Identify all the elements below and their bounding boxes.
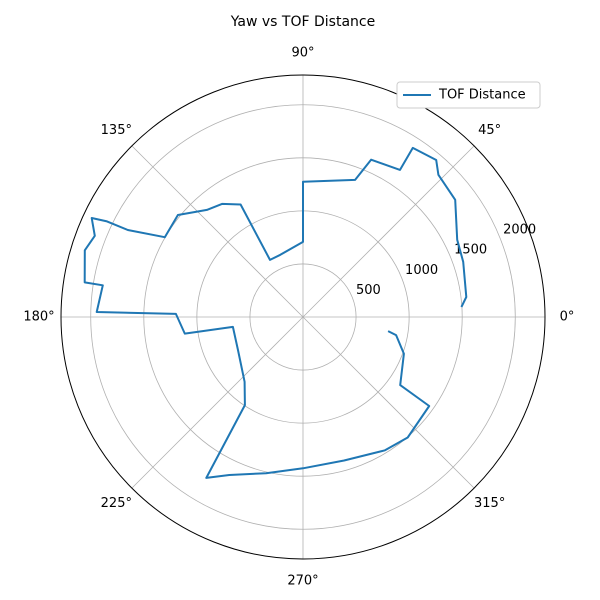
grid-spoke	[131, 145, 304, 318]
x-tick-label: 270°	[287, 574, 318, 589]
chart-title: Yaw vs TOF Distance	[230, 14, 375, 30]
grid-spoke	[302, 316, 475, 489]
grid-spoke	[302, 145, 475, 318]
x-tick-label: 315°	[474, 496, 505, 511]
y-tick-label: 1500	[454, 243, 487, 258]
x-tick-label: 180°	[23, 310, 54, 325]
legend: TOF Distance	[396, 81, 541, 109]
x-tick-label: 225°	[101, 496, 132, 511]
x-tick-label: 135°	[101, 123, 132, 138]
legend-label: TOF Distance	[438, 88, 526, 103]
y-tick-label: 2000	[503, 222, 536, 237]
x-tick-label: 45°	[478, 123, 501, 138]
x-tick-label: 0°	[560, 310, 575, 325]
y-tick-label: 500	[356, 283, 381, 298]
x-tick-label: 90°	[291, 46, 314, 61]
series-line	[83, 146, 468, 479]
legend-box	[396, 81, 541, 109]
y-tick-label: 1000	[405, 263, 438, 278]
grid-spoke	[131, 316, 304, 489]
plot-border	[60, 74, 546, 560]
